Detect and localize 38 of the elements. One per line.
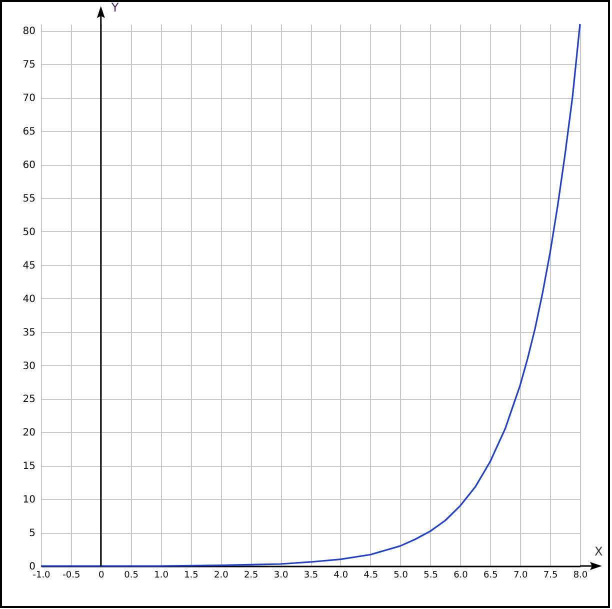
y-tick-label: 20 [22,428,36,439]
y-tick-label: 55 [22,193,36,204]
y-tick-label: 75 [22,60,36,71]
y-tick-label: 0 [29,562,36,572]
x-tick-label: 2.0 [214,570,229,580]
x-tick-label: 4.0 [334,570,348,580]
x-tick-label: 1.5 [184,570,198,580]
x-tick-label: 6.0 [454,570,468,580]
x-tick-label: -1.0 [32,570,51,580]
x-tick-label: 1.0 [154,570,169,580]
y-tick-label: 70 [22,93,36,104]
y-tick-label: 10 [22,494,36,506]
y-tick-label: 5 [29,528,36,540]
x-axis-title: X [594,544,603,558]
y-tick-label: 30 [22,360,36,372]
y-tick-label: 50 [22,226,36,238]
y-tick-label: 45 [22,260,36,272]
x-tick-label: 5.5 [424,570,438,580]
x-tick-label: 4.5 [364,570,378,580]
x-tick-label: 0.5 [124,570,138,580]
x-tick-label: 8.0 [573,570,588,580]
y-tick-label: 15 [22,461,36,472]
x-tick-label: 3.0 [274,570,288,580]
x-tick-label: 5.0 [394,570,408,580]
x-tick-label: 6.5 [484,570,498,580]
y-tick-label: 80 [22,26,36,38]
y-tick-label: 65 [22,126,36,138]
y-tick-label: 60 [22,160,36,172]
x-tick-label: -0.5 [62,570,80,580]
x-tick-label: 7.5 [543,570,558,580]
y-tick-label: 25 [22,394,36,406]
x-tick-label: 2.5 [244,570,258,580]
x-tick-label: 3.5 [304,570,318,580]
x-tick-label: 0 [98,570,105,580]
y-tick-label: 35 [22,327,36,338]
y-tick-label: 40 [22,294,36,305]
x-tick-label: 7.0 [513,570,528,580]
y-axis-title: Y [110,0,120,14]
